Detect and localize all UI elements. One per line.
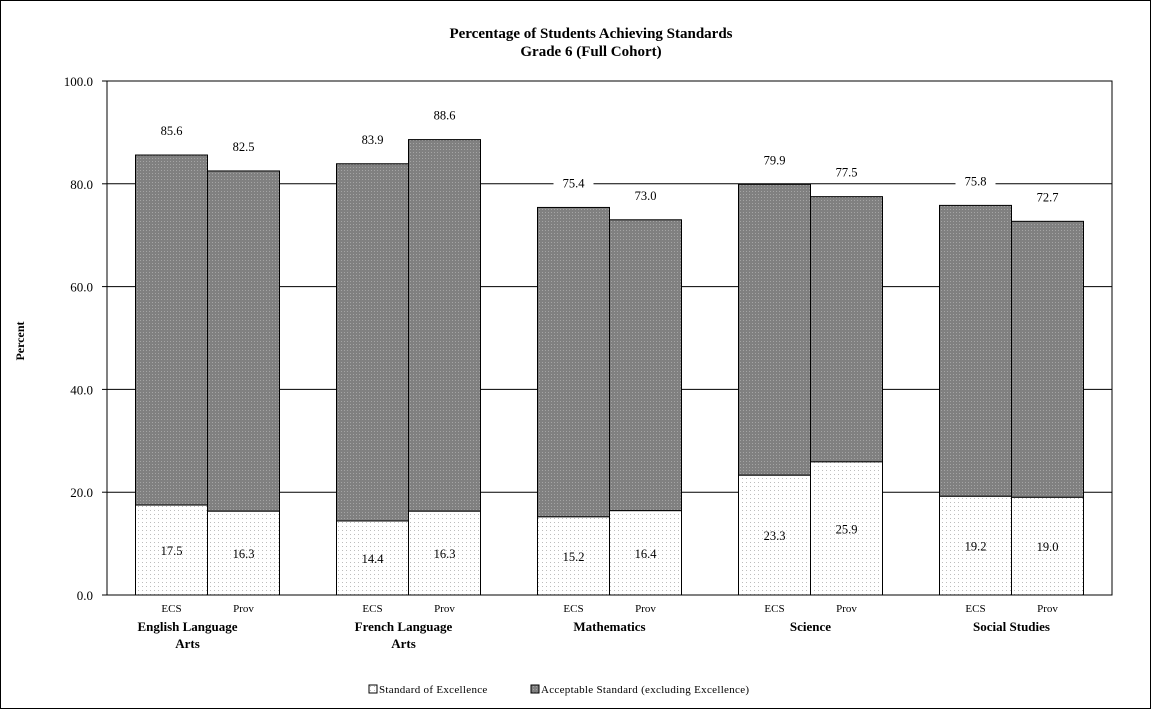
excellence-label-g0-ecs: 17.5 bbox=[161, 544, 183, 558]
y-tick-label-1: 20.0 bbox=[70, 485, 93, 500]
legend: Standard of Excellence Acceptable Standar… bbox=[368, 684, 749, 696]
total-label-g1-ecs: 83.9 bbox=[362, 133, 384, 147]
y-tick-label-4: 80.0 bbox=[70, 177, 93, 192]
x-sub-label-g1-prov: Prov bbox=[434, 603, 455, 615]
bar-excellence-g3-prov bbox=[810, 461, 883, 596]
excellence-label-g4-ecs: 19.2 bbox=[965, 540, 987, 554]
y-tick-label-5: 100.0 bbox=[64, 74, 93, 89]
total-label-g2-ecs: 75.4 bbox=[563, 176, 586, 190]
bar-excellence-g2-prov bbox=[609, 510, 682, 596]
excellence-label-g3-ecs: 23.3 bbox=[764, 529, 786, 543]
total-label-g0-prov: 82.5 bbox=[233, 140, 255, 154]
bar-acceptable-g0-prov bbox=[207, 170, 280, 512]
total-label-bg bbox=[424, 107, 465, 124]
bar-acceptable-g1-ecs bbox=[336, 163, 409, 522]
total-label-g3-ecs: 79.9 bbox=[764, 153, 786, 167]
excellence-label-g2-prov: 16.4 bbox=[635, 547, 658, 561]
legend-swatch-excellence bbox=[368, 684, 378, 694]
excellence-label-g2-ecs: 15.2 bbox=[563, 550, 585, 564]
bar-acceptable-g1-prov bbox=[408, 139, 481, 512]
bars bbox=[135, 139, 1084, 596]
plot-area-border bbox=[106, 80, 1113, 596]
chart-title: Percentage of Students Achieving Standar… bbox=[449, 26, 732, 42]
x-category-label-g4-line0: Social Studies bbox=[973, 619, 1050, 634]
x-sub-label-g3-prov: Prov bbox=[836, 603, 857, 615]
total-label-g3-prov: 77.5 bbox=[836, 166, 858, 180]
total-label-g1-prov: 88.6 bbox=[434, 109, 456, 123]
total-label-bg bbox=[754, 152, 795, 169]
total-label-bg bbox=[223, 138, 264, 155]
x-category-label-g0-line0: English Language bbox=[137, 619, 237, 634]
x-sub-label-g4-prov: Prov bbox=[1037, 603, 1058, 615]
x-sub-label-g1-ecs: ECS bbox=[362, 603, 382, 615]
x-category-label-g1-line1: Arts bbox=[391, 636, 416, 651]
bar-acceptable-g4-prov bbox=[1011, 220, 1084, 498]
bar-excellence-g3-ecs bbox=[738, 474, 811, 596]
y-tick-label-2: 40.0 bbox=[70, 382, 93, 397]
x-category-label-g3-line0: Science bbox=[790, 619, 831, 634]
total-label-g2-prov: 73.0 bbox=[635, 189, 657, 203]
bar-acceptable-g3-ecs bbox=[738, 183, 811, 476]
total-label-g0-ecs: 85.6 bbox=[161, 124, 183, 138]
x-sub-label-g0-prov: Prov bbox=[233, 603, 254, 615]
legend-label-acceptable: Acceptable Standard (excluding Excellenc… bbox=[541, 684, 749, 696]
legend-swatch-acceptable bbox=[530, 684, 540, 694]
bar-excellence-g1-prov bbox=[408, 510, 481, 596]
axes: 0.0 20.0 40.0 60.0 80.0 100.0 ECS Prov English L… bbox=[64, 74, 1113, 651]
total-label-bg bbox=[625, 187, 666, 204]
total-label-bg bbox=[553, 175, 594, 192]
total-label-g4-prov: 72.7 bbox=[1037, 190, 1059, 204]
bar-acceptable-g4-ecs bbox=[939, 204, 1012, 497]
total-label-bg bbox=[826, 164, 867, 181]
y-tick-label-0: 0.0 bbox=[77, 588, 93, 603]
bar-acceptable-g3-prov bbox=[810, 196, 883, 463]
total-label-bg bbox=[955, 173, 996, 190]
x-category-label-g0-line1: Arts bbox=[175, 636, 200, 651]
bar-excellence-g0-ecs bbox=[135, 504, 208, 596]
total-label-bg bbox=[352, 131, 393, 148]
excellence-label-g3-prov: 25.9 bbox=[836, 522, 858, 536]
total-label-g4-ecs: 75.8 bbox=[965, 174, 987, 188]
bar-excellence-g4-prov bbox=[1011, 496, 1084, 596]
legend-label-excellence: Standard of Excellence bbox=[379, 684, 488, 696]
bar-excellence-g1-ecs bbox=[336, 520, 409, 596]
x-sub-label-g2-ecs: ECS bbox=[563, 603, 583, 615]
bar-excellence-g2-ecs bbox=[537, 516, 610, 596]
x-sub-label-g3-ecs: ECS bbox=[764, 603, 784, 615]
total-label-bg bbox=[1027, 189, 1068, 206]
y-axis-label: Percent bbox=[13, 321, 27, 360]
x-category-label-g2-line0: Mathematics bbox=[573, 619, 645, 634]
excellence-label-g1-ecs: 14.4 bbox=[362, 552, 385, 566]
x-sub-label-g2-prov: Prov bbox=[635, 603, 656, 615]
bar-acceptable-g0-ecs bbox=[135, 154, 208, 506]
excellence-label-g0-prov: 16.3 bbox=[233, 547, 255, 561]
bar-acceptable-g2-prov bbox=[609, 219, 682, 512]
x-sub-label-g0-ecs: ECS bbox=[161, 603, 181, 615]
chart-subtitle: Grade 6 (Full Cohort) bbox=[520, 44, 661, 60]
total-label-bg bbox=[151, 123, 192, 140]
excellence-label-g1-prov: 16.3 bbox=[434, 547, 456, 561]
value-labels: 85.6 17.5 82.5 16.3 83.9 14.4 88.6 16.3 75.4 15.2… bbox=[151, 107, 1068, 566]
bar-excellence-g4-ecs bbox=[939, 495, 1012, 596]
x-sub-label-g4-ecs: ECS bbox=[965, 603, 985, 615]
y-tick-label-3: 60.0 bbox=[70, 280, 93, 295]
x-category-label-g1-line0: French Language bbox=[355, 619, 453, 634]
bar-acceptable-g2-ecs bbox=[537, 206, 610, 518]
excellence-label-g4-prov: 19.0 bbox=[1037, 540, 1059, 554]
